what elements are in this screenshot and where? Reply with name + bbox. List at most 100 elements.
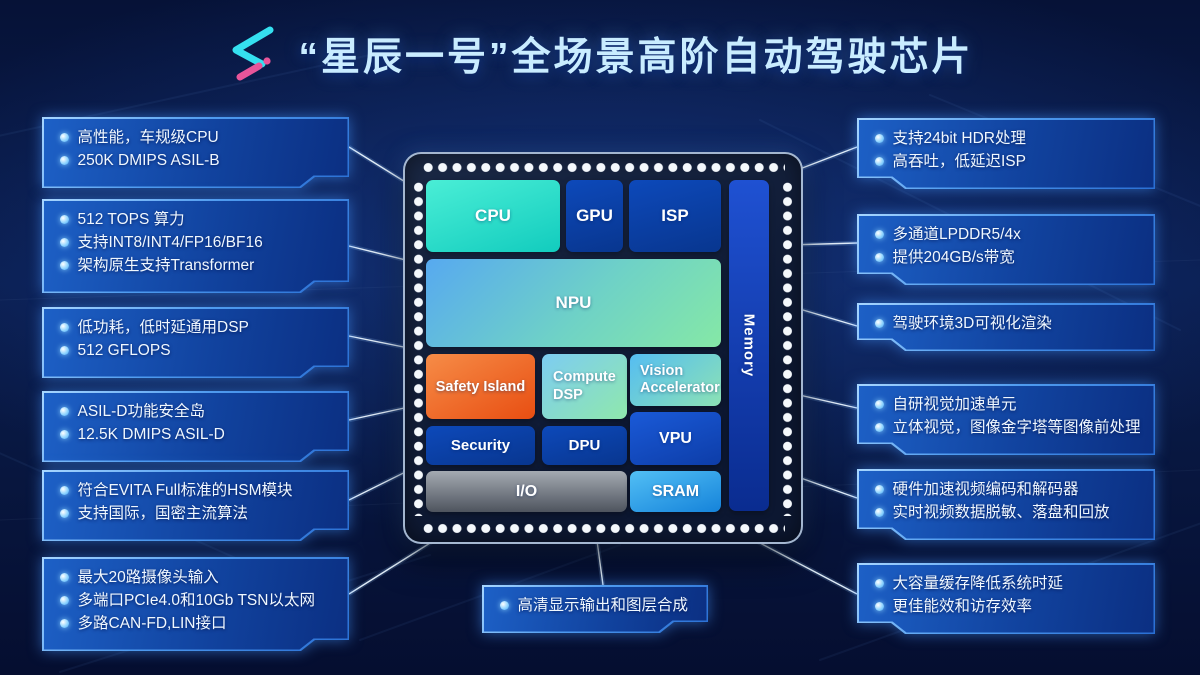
callout-safety-island: ASIL-D功能安全岛 12.5K DMIPS ASIL-D bbox=[42, 391, 349, 462]
bullet-icon bbox=[500, 601, 509, 610]
chip-block-vpu: VPU bbox=[630, 412, 721, 465]
chip-block-dpu: DPU bbox=[542, 426, 627, 465]
bullet-icon bbox=[875, 579, 884, 588]
callout-vpu: 硬件加速视频编码和解码器 实时视频数据脱敏、落盘和回放 bbox=[857, 469, 1155, 540]
chip-block-label: Security bbox=[450, 437, 511, 454]
bullet-icon bbox=[60, 407, 69, 416]
callout-dsp: 低功耗，低时延通用DSP 512 GFLOPS bbox=[42, 307, 349, 378]
callout-item: 更佳能效和访存效率 bbox=[875, 595, 1140, 618]
callout-item: 多通道LPDDR5/4x bbox=[875, 223, 1140, 246]
bullet-icon bbox=[875, 157, 884, 166]
chip-block-label: GPU bbox=[576, 206, 613, 225]
callout-item: 高吞吐，低延迟ISP bbox=[875, 150, 1140, 173]
callout-gpu: 驾驶环境3D可视化渲染 bbox=[857, 303, 1155, 351]
chip-block-cpu: CPU bbox=[426, 180, 560, 252]
callout-item: 符合EVITA Full标准的HSM模块 bbox=[60, 479, 334, 502]
callout-dpu: 高清显示输出和图层合成 bbox=[482, 585, 708, 633]
bullet-icon bbox=[60, 133, 69, 142]
callout-item: 大容量缓存降低系统时延 bbox=[875, 572, 1140, 595]
callout-item: 架构原生支持Transformer bbox=[60, 254, 334, 277]
callout-io: 最大20路摄像头输入 多端口PCIe4.0和10Gb TSN以太网 多路CAN-… bbox=[42, 557, 349, 651]
callout-item: 驾驶环境3D可视化渲染 bbox=[875, 312, 1140, 335]
callout-item: 支持INT8/INT4/FP16/BF16 bbox=[60, 231, 334, 254]
bullet-icon bbox=[875, 319, 884, 328]
callout-item: 最大20路摄像头输入 bbox=[60, 566, 334, 589]
bullet-icon bbox=[60, 596, 69, 605]
bullet-icon bbox=[60, 323, 69, 332]
callout-cpu: 高性能，车规级CPU 250K DMIPS ASIL-B bbox=[42, 117, 349, 188]
callout-npu: 512 TOPS 算力 支持INT8/INT4/FP16/BF16 架构原生支持… bbox=[42, 199, 349, 293]
chip-block-label: DPU bbox=[568, 437, 601, 454]
callout-item: 自研视觉加速单元 bbox=[875, 393, 1140, 416]
chip-block-label: Vision Accelerator bbox=[640, 362, 720, 396]
chip-block-label: NPU bbox=[555, 293, 592, 312]
bullet-icon bbox=[875, 400, 884, 409]
bullet-icon bbox=[60, 215, 69, 224]
chip-block-isp: ISP bbox=[629, 180, 721, 252]
callout-item: 支持国际，国密主流算法 bbox=[60, 502, 334, 525]
callout-sram: 大容量缓存降低系统时延 更佳能效和访存效率 bbox=[857, 563, 1155, 634]
header: “星辰一号”全场景高阶自动驾驶芯片 bbox=[0, 24, 1200, 84]
bullet-icon bbox=[60, 619, 69, 628]
chip-block-vision-accelerator: Vision Accelerator bbox=[630, 354, 721, 406]
callout-item: 低功耗，低时延通用DSP bbox=[60, 316, 334, 339]
bullet-icon bbox=[60, 509, 69, 518]
callout-item: ASIL-D功能安全岛 bbox=[60, 400, 334, 423]
callout-memory: 多通道LPDDR5/4x 提供204GB/s带宽 bbox=[857, 214, 1155, 285]
callout-item: 多端口PCIe4.0和10Gb TSN以太网 bbox=[60, 589, 334, 612]
callout-item: 512 TOPS 算力 bbox=[60, 208, 334, 231]
callout-isp: 支持24bit HDR处理 高吞吐，低延迟ISP bbox=[857, 118, 1155, 189]
callout-item: 硬件加速视频编码和解码器 bbox=[875, 478, 1140, 501]
chip-diagram: CPU GPU ISP Memory NPU Safety Island Com… bbox=[403, 152, 803, 544]
chip-block-label: I/O bbox=[515, 482, 538, 500]
callout-item: 实时视频数据脱敏、落盘和回放 bbox=[875, 501, 1140, 524]
chip-block-safety-island: Safety Island bbox=[426, 354, 535, 419]
bullet-icon bbox=[60, 238, 69, 247]
chip-block-label: ISP bbox=[661, 206, 689, 225]
chip-block-npu: NPU bbox=[426, 259, 721, 347]
callout-item: 提供204GB/s带宽 bbox=[875, 246, 1140, 269]
page-title: “星辰一号”全场景高阶自动驾驶芯片 bbox=[298, 36, 974, 79]
chip-block-security: Security bbox=[426, 426, 535, 465]
bullet-icon bbox=[60, 261, 69, 270]
bullet-icon bbox=[875, 508, 884, 517]
bullet-icon bbox=[875, 485, 884, 494]
callout-item: 高性能，车规级CPU bbox=[60, 126, 334, 149]
bullet-icon bbox=[60, 486, 69, 495]
bullet-icon bbox=[875, 423, 884, 432]
callout-item: 512 GFLOPS bbox=[60, 339, 334, 362]
chip-block-gpu: GPU bbox=[566, 180, 623, 252]
bullet-icon bbox=[875, 602, 884, 611]
callout-item: 高清显示输出和图层合成 bbox=[500, 594, 693, 617]
bullet-icon bbox=[875, 253, 884, 262]
chip-block-io: I/O bbox=[426, 471, 627, 512]
bullet-icon bbox=[60, 346, 69, 355]
callout-item: 多路CAN-FD,LIN接口 bbox=[60, 612, 334, 635]
chip-block-label: Safety Island bbox=[435, 378, 526, 395]
callout-vision-accelerator: 自研视觉加速单元 立体视觉，图像金字塔等图像前处理 bbox=[857, 384, 1155, 455]
callout-hsm: 符合EVITA Full标准的HSM模块 支持国际，国密主流算法 bbox=[42, 470, 349, 541]
pin-dots-top bbox=[421, 162, 785, 173]
chip-block-memory: Memory bbox=[729, 180, 769, 511]
chip-block-sram: SRAM bbox=[630, 471, 721, 512]
bullet-icon bbox=[60, 156, 69, 165]
chip-block-label: CPU bbox=[475, 206, 511, 225]
callout-item: 立体视觉，图像金字塔等图像前处理 bbox=[875, 416, 1140, 439]
bullet-icon bbox=[875, 230, 884, 239]
bullet-icon bbox=[60, 430, 69, 439]
chip-block-compute-dsp: Compute DSP bbox=[542, 354, 627, 419]
callout-item: 250K DMIPS ASIL-B bbox=[60, 149, 334, 172]
pin-dots-left bbox=[413, 180, 424, 516]
chip-block-label: Memory bbox=[740, 313, 758, 378]
bullet-icon bbox=[60, 573, 69, 582]
chip-block-label: VPU bbox=[659, 429, 692, 447]
callout-item: 12.5K DMIPS ASIL-D bbox=[60, 423, 334, 446]
callout-item: 支持24bit HDR处理 bbox=[875, 127, 1140, 150]
pin-dots-bottom bbox=[421, 523, 785, 534]
pin-dots-right bbox=[782, 180, 793, 516]
chip-block-label: SRAM bbox=[651, 482, 700, 500]
brand-logo-icon bbox=[232, 26, 274, 81]
chip-block-label: Compute DSP bbox=[553, 369, 616, 403]
bullet-icon bbox=[875, 134, 884, 143]
